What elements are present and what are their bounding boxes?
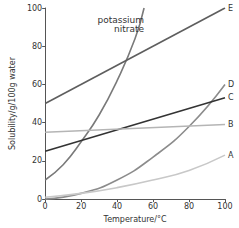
svg-text:potassium: potassium xyxy=(97,14,145,25)
svg-text:C: C xyxy=(228,93,234,102)
svg-text:40: 40 xyxy=(32,118,42,127)
svg-text:40: 40 xyxy=(112,202,122,211)
svg-text:Solubility/g/100g water: Solubility/g/100g water xyxy=(8,56,17,150)
svg-text:0: 0 xyxy=(37,195,42,204)
svg-text:0: 0 xyxy=(43,202,48,211)
svg-text:D: D xyxy=(228,80,234,89)
svg-text:100: 100 xyxy=(27,4,42,13)
svg-text:E: E xyxy=(228,4,233,13)
svg-text:80: 80 xyxy=(32,42,42,51)
svg-text:B: B xyxy=(228,120,234,129)
svg-text:nitrate: nitrate xyxy=(111,24,144,34)
svg-text:A: A xyxy=(228,151,234,160)
svg-text:20: 20 xyxy=(76,202,86,211)
svg-text:80: 80 xyxy=(184,202,194,211)
svg-text:20: 20 xyxy=(32,156,42,165)
svg-text:100: 100 xyxy=(217,202,232,211)
svg-text:Temperature/°C: Temperature/°C xyxy=(103,215,167,224)
svg-text:60: 60 xyxy=(32,80,42,89)
svg-text:60: 60 xyxy=(148,202,158,211)
